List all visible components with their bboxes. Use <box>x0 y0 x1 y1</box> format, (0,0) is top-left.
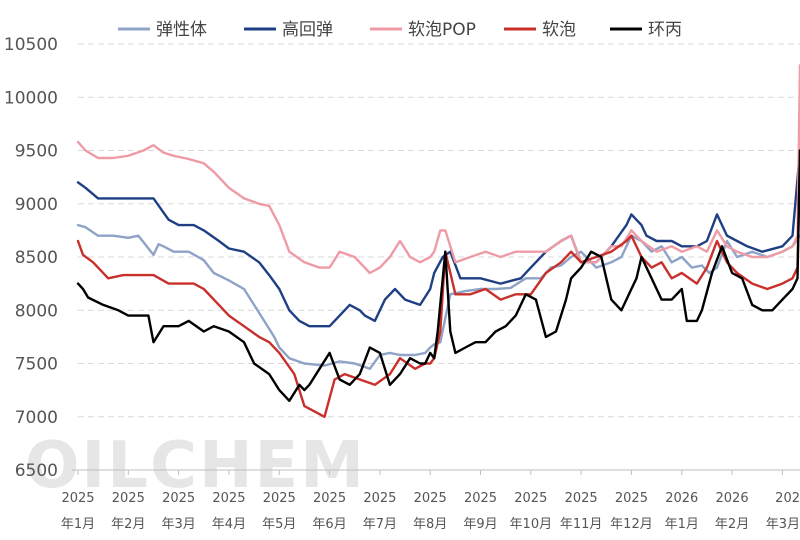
y-tick-label: 10500 <box>4 35 58 55</box>
y-tick-label: 8000 <box>15 301 58 321</box>
x-tick-year: 2025 <box>313 491 346 506</box>
legend-label: 弹性体 <box>156 20 207 40</box>
x-tick-month: 年2月 <box>715 517 749 532</box>
x-tick-month: 年4月 <box>212 517 246 532</box>
legend-label: 软泡 <box>542 20 576 40</box>
x-tick-month: 年1月 <box>665 517 699 532</box>
x-tick-year: 2025 <box>514 491 547 506</box>
x-tick-month: 年3月 <box>161 517 195 532</box>
series-line-2 <box>76 64 800 275</box>
x-tick-month: 年11月 <box>560 517 603 532</box>
x-tick-month: 年1月 <box>61 517 95 532</box>
x-tick-year: 2025 <box>565 491 598 506</box>
x-tick-month: 年5月 <box>262 517 296 532</box>
x-tick-year: 2025 <box>414 491 447 506</box>
y-tick-label: 7500 <box>15 355 58 375</box>
series-line-3 <box>76 149 800 418</box>
x-tick-year: 2026 <box>716 491 749 506</box>
series-line-4 <box>76 149 800 402</box>
x-tick-month: 年3月 <box>766 517 800 532</box>
x-tick-year: 2025 <box>61 491 94 506</box>
legend-label: 软泡POP <box>408 20 476 40</box>
x-tick-year: 2025 <box>162 491 195 506</box>
x-tick-year: 2025 <box>615 491 648 506</box>
y-tick-label: 7000 <box>15 408 58 428</box>
legend-label: 高回弹 <box>282 20 333 40</box>
x-tick-month: 年8月 <box>413 517 447 532</box>
x-tick-year: 2025 <box>263 491 296 506</box>
y-tick-label: 6500 <box>15 461 58 481</box>
x-tick-month: 年9月 <box>463 517 497 532</box>
y-tick-label: 9000 <box>15 195 58 215</box>
y-tick-label: 10000 <box>4 88 58 108</box>
x-tick-month: 年10月 <box>510 517 553 532</box>
series-lines <box>76 64 800 418</box>
legend: 弹性体 高回弹 软泡POP 软泡 环丙 <box>118 20 682 40</box>
y-tick-label: 8500 <box>15 248 58 268</box>
x-axis: 2025 年1月 2025 年2月 2025 年3月 2025 年4月 2025 年5月 2025 年… <box>61 469 800 532</box>
x-tick-year: 2025 <box>112 491 145 506</box>
x-tick-year: 202 <box>775 491 800 506</box>
x-tick-month: 年2月 <box>111 517 145 532</box>
x-tick-year: 2025 <box>212 491 245 506</box>
y-axis: 6500 7000 7500 8000 8500 9000 9500 10000 10500 <box>4 35 58 481</box>
watermark-text: OILCHEM <box>25 429 366 503</box>
legend-label: 环丙 <box>648 20 682 40</box>
x-tick-month: 年6月 <box>312 517 346 532</box>
y-tick-label: 9500 <box>15 142 58 162</box>
series-line-1 <box>76 149 800 328</box>
x-tick-year: 2025 <box>464 491 497 506</box>
gridlines <box>78 43 800 418</box>
x-tick-year: 2025 <box>363 491 396 506</box>
x-tick-year: 2026 <box>665 491 698 506</box>
x-tick-month: 年12月 <box>610 517 653 532</box>
x-tick-month: 年7月 <box>363 517 397 532</box>
